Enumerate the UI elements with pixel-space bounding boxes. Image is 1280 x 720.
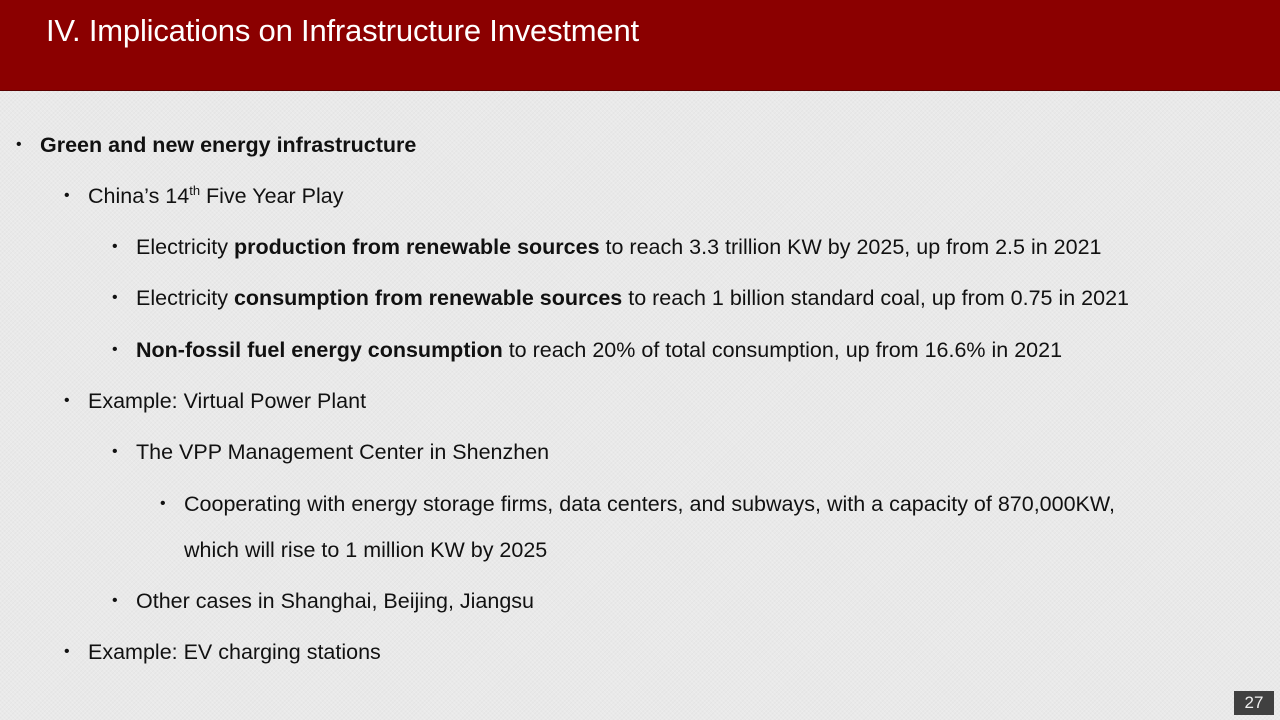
bullet-text: Other cases in Shanghai, Beijing, Jiangs… bbox=[136, 589, 534, 613]
bullet-other-cases: Other cases in Shanghai, Beijing, Jiangs… bbox=[136, 587, 534, 615]
bullet-text: Example: EV charging stations bbox=[88, 640, 381, 664]
bullet-text: Five Year Play bbox=[200, 184, 344, 208]
bullet-dot: • bbox=[64, 643, 70, 660]
bullet-dot: • bbox=[112, 443, 118, 460]
bullet-consumption: Electricity consumption from renewable s… bbox=[136, 284, 1129, 312]
bullet-dot: • bbox=[112, 238, 118, 255]
bullet-text: to reach 20% of total consumption, up fr… bbox=[502, 338, 1063, 362]
bullet-bold-text: production from renewable sources bbox=[233, 235, 600, 259]
bullet-text: Electricity bbox=[136, 286, 234, 310]
bullet-green-energy: Green and new energy infrastructure bbox=[40, 131, 416, 159]
bullet-vpp-example: Example: Virtual Power Plant bbox=[88, 387, 366, 415]
bullet-ev-charging: Example: EV charging stations bbox=[88, 638, 381, 666]
bullet-non-fossil: Non-fossil fuel energy consumption to re… bbox=[136, 336, 1062, 364]
slide-title: IV. Implications on Infrastructure Inves… bbox=[46, 13, 639, 48]
bullet-text: to reach 1 billion standard coal, up fro… bbox=[622, 286, 1130, 310]
bullet-text: The VPP Management Center in Shenzhen bbox=[136, 440, 550, 464]
bullet-text: to reach 3.3 trillion KW by 2025, up fro… bbox=[599, 235, 1102, 259]
bullet-five-year-plan: China’s 14th Five Year Play bbox=[88, 182, 343, 210]
bullet-text: which will rise to 1 million KW by 2025 bbox=[184, 538, 548, 562]
page-number: 27 bbox=[1234, 691, 1274, 715]
title-bar: IV. Implications on Infrastructure Inves… bbox=[0, 0, 1280, 91]
bullet-text: Green and new energy infrastructure bbox=[40, 133, 417, 157]
bullet-cooperating-line2: which will rise to 1 million KW by 2025 bbox=[184, 536, 547, 564]
bullet-text: China’s 14 bbox=[88, 184, 190, 208]
bullet-dot: • bbox=[112, 289, 118, 306]
bullet-dot: • bbox=[160, 495, 166, 512]
bullet-cooperating-line1: Cooperating with energy storage firms, d… bbox=[184, 490, 1115, 518]
bullet-bold-text: Non-fossil fuel energy consumption bbox=[136, 338, 503, 362]
bullet-vpp-center: The VPP Management Center in Shenzhen bbox=[136, 438, 549, 466]
bullet-dot: • bbox=[64, 187, 70, 204]
bullet-bold-text: consumption from renewable sources bbox=[233, 286, 623, 310]
bullet-production: Electricity production from renewable so… bbox=[136, 233, 1102, 261]
bullet-text: Cooperating with energy storage firms, d… bbox=[184, 492, 1115, 516]
bullet-text: Example: Virtual Power Plant bbox=[88, 389, 367, 413]
bullet-dot: • bbox=[16, 136, 22, 153]
bullet-dot: • bbox=[64, 392, 70, 409]
bullet-text: Electricity bbox=[136, 235, 234, 259]
superscript-th: th bbox=[189, 182, 201, 198]
bullet-dot: • bbox=[112, 341, 118, 358]
bullet-dot: • bbox=[112, 592, 118, 609]
